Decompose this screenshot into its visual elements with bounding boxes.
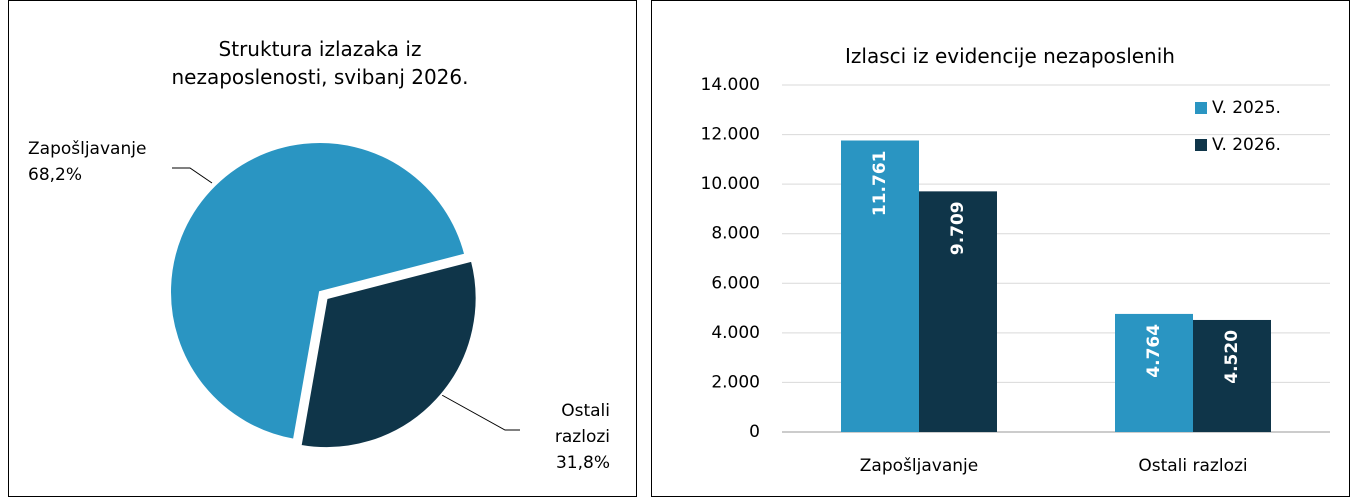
- leader-line: [439, 393, 520, 431]
- leader-line: [172, 167, 213, 184]
- x-tick-label: Zapošljavanje: [860, 456, 978, 476]
- legend-swatch: [1195, 102, 1207, 114]
- bar: [841, 140, 919, 432]
- pie-slice: [169, 141, 467, 441]
- pie-label-0: Zapošljavanje 68,2%: [28, 139, 147, 185]
- data-label: 4.764: [1144, 324, 1164, 378]
- pie-value-label: 31,8%: [555, 453, 610, 473]
- y-tick-label: 2.000: [711, 372, 760, 392]
- pie-panel: [8, 0, 637, 497]
- y-tick-label: 0: [749, 422, 760, 442]
- y-tick-label: 12.000: [701, 125, 760, 145]
- pie-value-label: 68,2%: [28, 165, 83, 185]
- bar-title: Izlasci iz evidencije nezaposlenih: [845, 44, 1175, 68]
- y-tick-label: 14.000: [701, 75, 760, 95]
- data-label: 9.709: [948, 201, 968, 255]
- pie-title: Struktura izlazaka iz nezaposlenosti, sv…: [171, 37, 469, 89]
- bar-panel: [651, 0, 1350, 497]
- y-tick-label: 10.000: [701, 174, 760, 194]
- legend-label: V. 2025.: [1212, 98, 1281, 118]
- pie-category: Zapošljavanje: [28, 139, 147, 159]
- y-tick-label: 4.000: [711, 323, 760, 343]
- pie-label-1: Ostali razlozi 31,8%: [554, 401, 610, 473]
- data-label: 11.761: [870, 150, 890, 216]
- data-label: 4.520: [1222, 330, 1242, 384]
- y-tick-label: 6.000: [711, 273, 760, 293]
- pie-title-box: Struktura izlazaka iz nezaposlenosti, sv…: [171, 37, 469, 89]
- legend-label: V. 2026.: [1212, 135, 1281, 155]
- x-tick-label: Ostali razlozi: [1138, 456, 1247, 476]
- bar-title-box: Izlasci iz evidencije nezaposlenih: [845, 44, 1175, 68]
- pie-slice: [299, 259, 478, 450]
- bar: [919, 191, 997, 432]
- y-tick-label: 8.000: [711, 224, 760, 244]
- pie-category: Ostali razlozi: [554, 401, 610, 447]
- bar: [1115, 313, 1193, 432]
- bar: [1193, 319, 1271, 432]
- legend-swatch: [1195, 139, 1207, 151]
